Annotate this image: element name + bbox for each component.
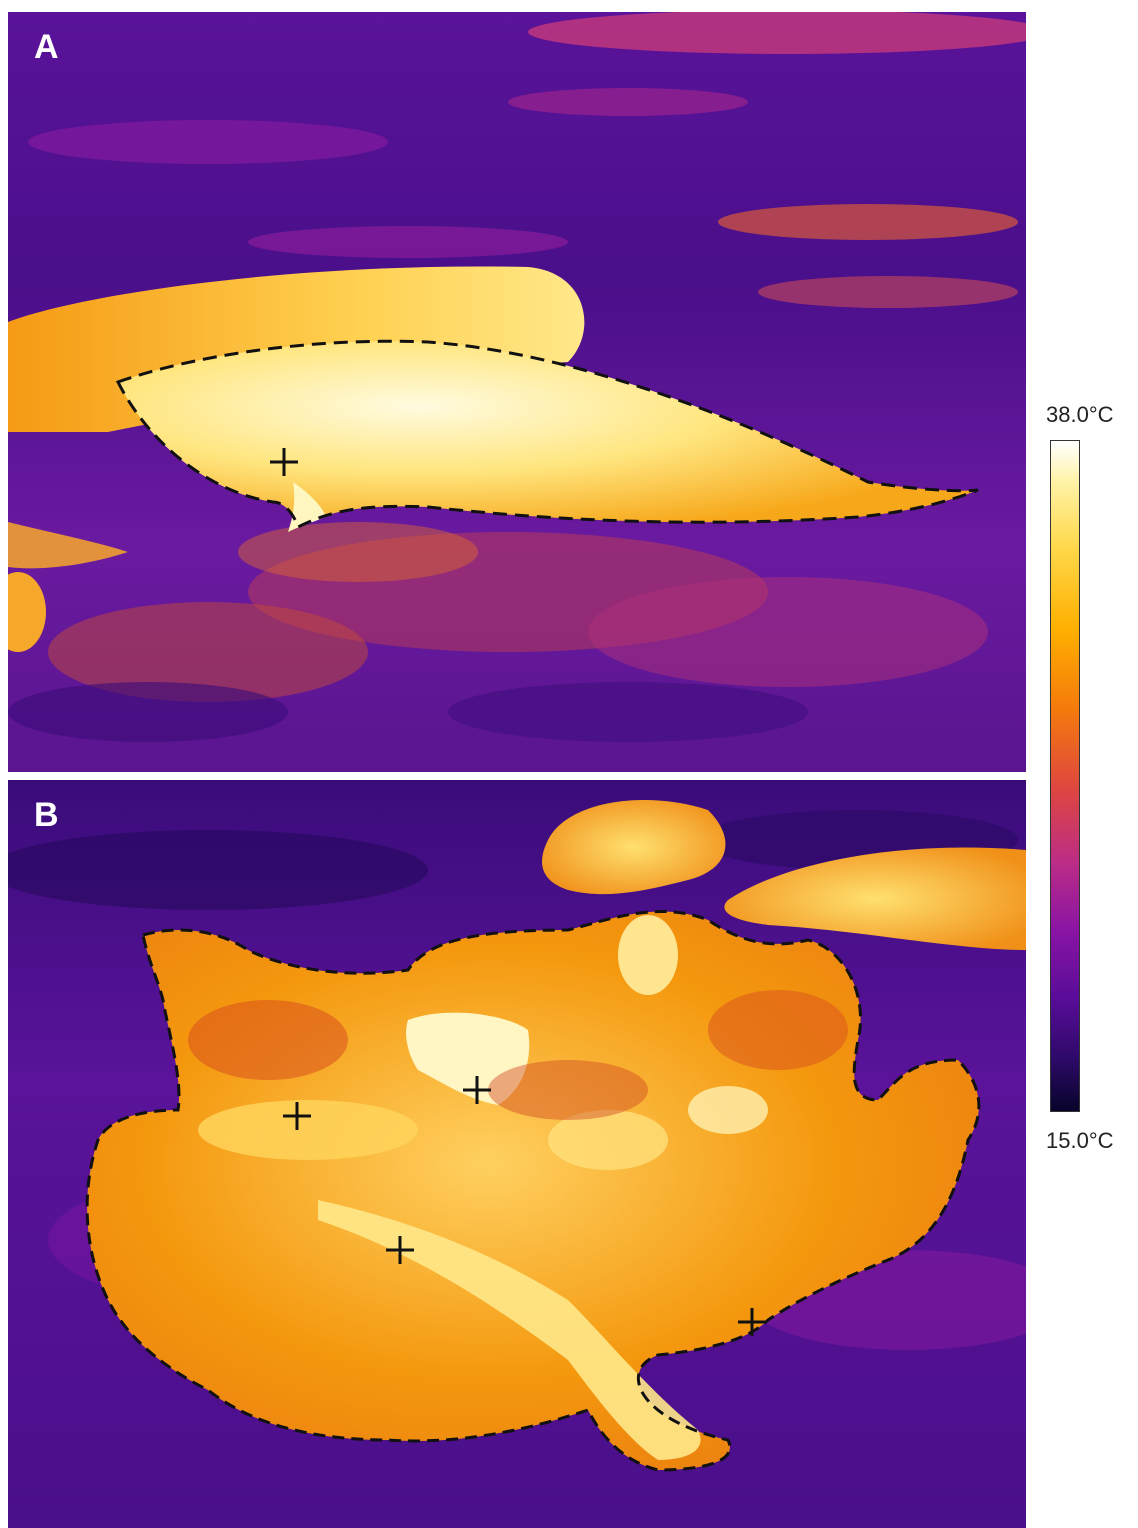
scale-max-label: 38.0°C [1046,402,1114,427]
thermal-image-a [8,12,1026,772]
panel-label-b: B [34,796,59,834]
measurement-marker-4 [738,1308,766,1336]
thermal-image-panel-a: A [8,12,1026,772]
group-outline [85,909,981,1472]
measurement-marker-1 [463,1076,491,1104]
measurement-marker [270,448,298,476]
thermal-image-panel-b: B [8,780,1026,1528]
thermal-image-b [8,780,1026,1528]
measurement-marker-3 [386,1236,414,1264]
temperature-color-bar [1050,440,1080,1112]
panel-label-a: A [34,28,59,66]
scale-min-label: 15.0°C [1046,1128,1114,1153]
seal-outline [115,339,979,530]
measurement-marker-2 [283,1102,311,1130]
